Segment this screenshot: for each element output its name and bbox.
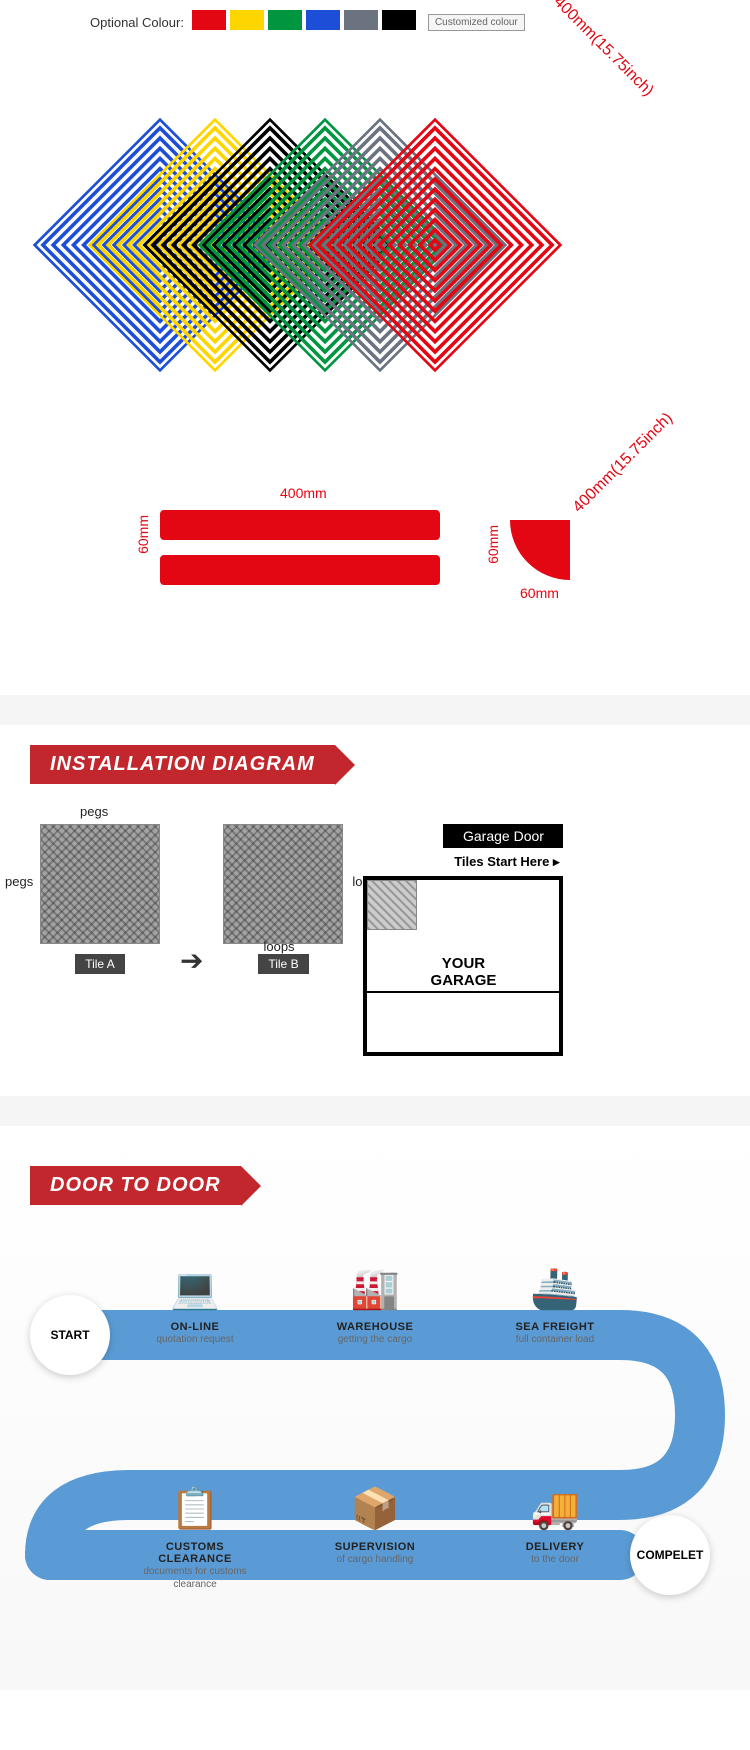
colour-swatch-4[interactable] [344, 10, 378, 30]
colour-swatch-1[interactable] [230, 10, 264, 30]
flow-icon-4: 📦 [345, 1485, 405, 1535]
corner-piece [510, 520, 570, 580]
start-badge: START [30, 1295, 110, 1375]
tile-a [40, 824, 160, 944]
flow-sub-0: quotation request [130, 1333, 260, 1346]
colour-row: Optional Colour: Customized colour [0, 0, 750, 45]
flow-sub-4: of cargo handling [310, 1553, 440, 1566]
install-banner: INSTALLATION DIAGRAM [30, 745, 335, 784]
divider [0, 695, 750, 725]
colour-swatch-0[interactable] [192, 10, 226, 30]
loops-bottom: loops [263, 939, 294, 954]
colour-label: Optional Colour: [90, 15, 184, 30]
flow-icon-0: 💻 [165, 1265, 225, 1315]
flow-title-3: CUSTOMS CLEARANCE [130, 1541, 260, 1565]
colour-swatch-3[interactable] [306, 10, 340, 30]
edge-pieces: 400mm 60mm 60mm 60mm [100, 485, 650, 685]
flow-sub-2: full container load [490, 1333, 620, 1346]
garage-door-label: Garage Door [443, 824, 563, 848]
flow-title-1: WAREHOUSE [310, 1321, 440, 1333]
d2d-banner: DOOR TO DOOR [30, 1166, 241, 1205]
colour-section: Optional Colour: Customized colour [0, 0, 750, 45]
d2d-flow: START COMPELET 💻 ON-LINEquotation request… [0, 1225, 750, 1650]
edge-strip-top [160, 510, 440, 540]
custom-colour-button[interactable]: Customized colour [428, 14, 525, 31]
flow-icon-5: 🚚 [525, 1485, 585, 1535]
edge-strip-bottom [160, 555, 440, 585]
corner-width-label: 60mm [520, 585, 559, 601]
garage-text: YOUR GARAGE [367, 955, 559, 993]
tiles-section: 400mm(15.75inch) 400mm(15.75inch) [0, 65, 750, 465]
flow-step-1: 🏭 WAREHOUSEgetting the cargo [310, 1265, 440, 1346]
tile-b-box: loops loops Tile B [223, 824, 343, 974]
garage-outline: YOUR GARAGE [363, 876, 563, 1056]
flow-step-4: 📦 SUPERVISIONof cargo handling [310, 1485, 440, 1566]
flow-icon-3: 📋 [165, 1485, 225, 1535]
flow-sub-5: to the door [490, 1553, 620, 1566]
flow-step-2: 🚢 SEA FREIGHTfull container load [490, 1265, 620, 1346]
tile-b [223, 824, 343, 944]
pegs-left: pegs [5, 874, 33, 889]
flow-title-2: SEA FREIGHT [490, 1321, 620, 1333]
edges-section: 400mm 60mm 60mm 60mm [0, 485, 750, 685]
d2d-section: DOOR TO DOOR START COMPELET 💻 ON-LINEquot… [0, 1126, 750, 1690]
corner-height-label: 60mm [485, 525, 501, 564]
flow-step-5: 🚚 DELIVERYto the door [490, 1485, 620, 1566]
flow-sub-3: documents for customs clearance [130, 1565, 260, 1591]
tile-a-caption: Tile A [75, 954, 125, 974]
flow-title-4: SUPERVISION [310, 1541, 440, 1553]
flow-step-3: 📋 CUSTOMS CLEARANCEdocuments for customs … [130, 1485, 260, 1591]
install-row: pegs pegs Tile A ➔ loops loops Tile B Ga… [0, 804, 750, 1096]
flow-sub-1: getting the cargo [310, 1333, 440, 1346]
flow-icon-1: 🏭 [345, 1265, 405, 1315]
colour-swatch-2[interactable] [268, 10, 302, 30]
garage-box-wrap: Garage Door Tiles Start Here ▸ YOUR GARA… [363, 824, 563, 1056]
flow-title-5: DELIVERY [490, 1541, 620, 1553]
tile-a-box: pegs pegs Tile A [40, 824, 160, 974]
tiles-display: 400mm(15.75inch) 400mm(15.75inch) [40, 65, 710, 465]
edge-width-label: 400mm [280, 485, 327, 501]
tile-b-caption: Tile B [258, 954, 308, 974]
edge-height-label: 60mm [135, 515, 151, 554]
colour-swatch-5[interactable] [382, 10, 416, 30]
garage-text-underline: GARAGE [367, 972, 559, 993]
your-text: YOUR [367, 955, 559, 972]
arrow-icon: ➔ [180, 944, 203, 977]
flow-step-0: 💻 ON-LINEquotation request [130, 1265, 260, 1346]
flow-title-0: ON-LINE [130, 1321, 260, 1333]
flow-icon-2: 🚢 [525, 1265, 585, 1315]
complete-badge: COMPELET [630, 1515, 710, 1595]
garage-start-tile [367, 880, 417, 930]
install-section: INSTALLATION DIAGRAM pegs pegs Tile A ➔ … [0, 725, 750, 1096]
tiles-start-label: Tiles Start Here ▸ [363, 848, 563, 876]
pegs-top: pegs [80, 804, 108, 819]
divider [0, 1096, 750, 1126]
